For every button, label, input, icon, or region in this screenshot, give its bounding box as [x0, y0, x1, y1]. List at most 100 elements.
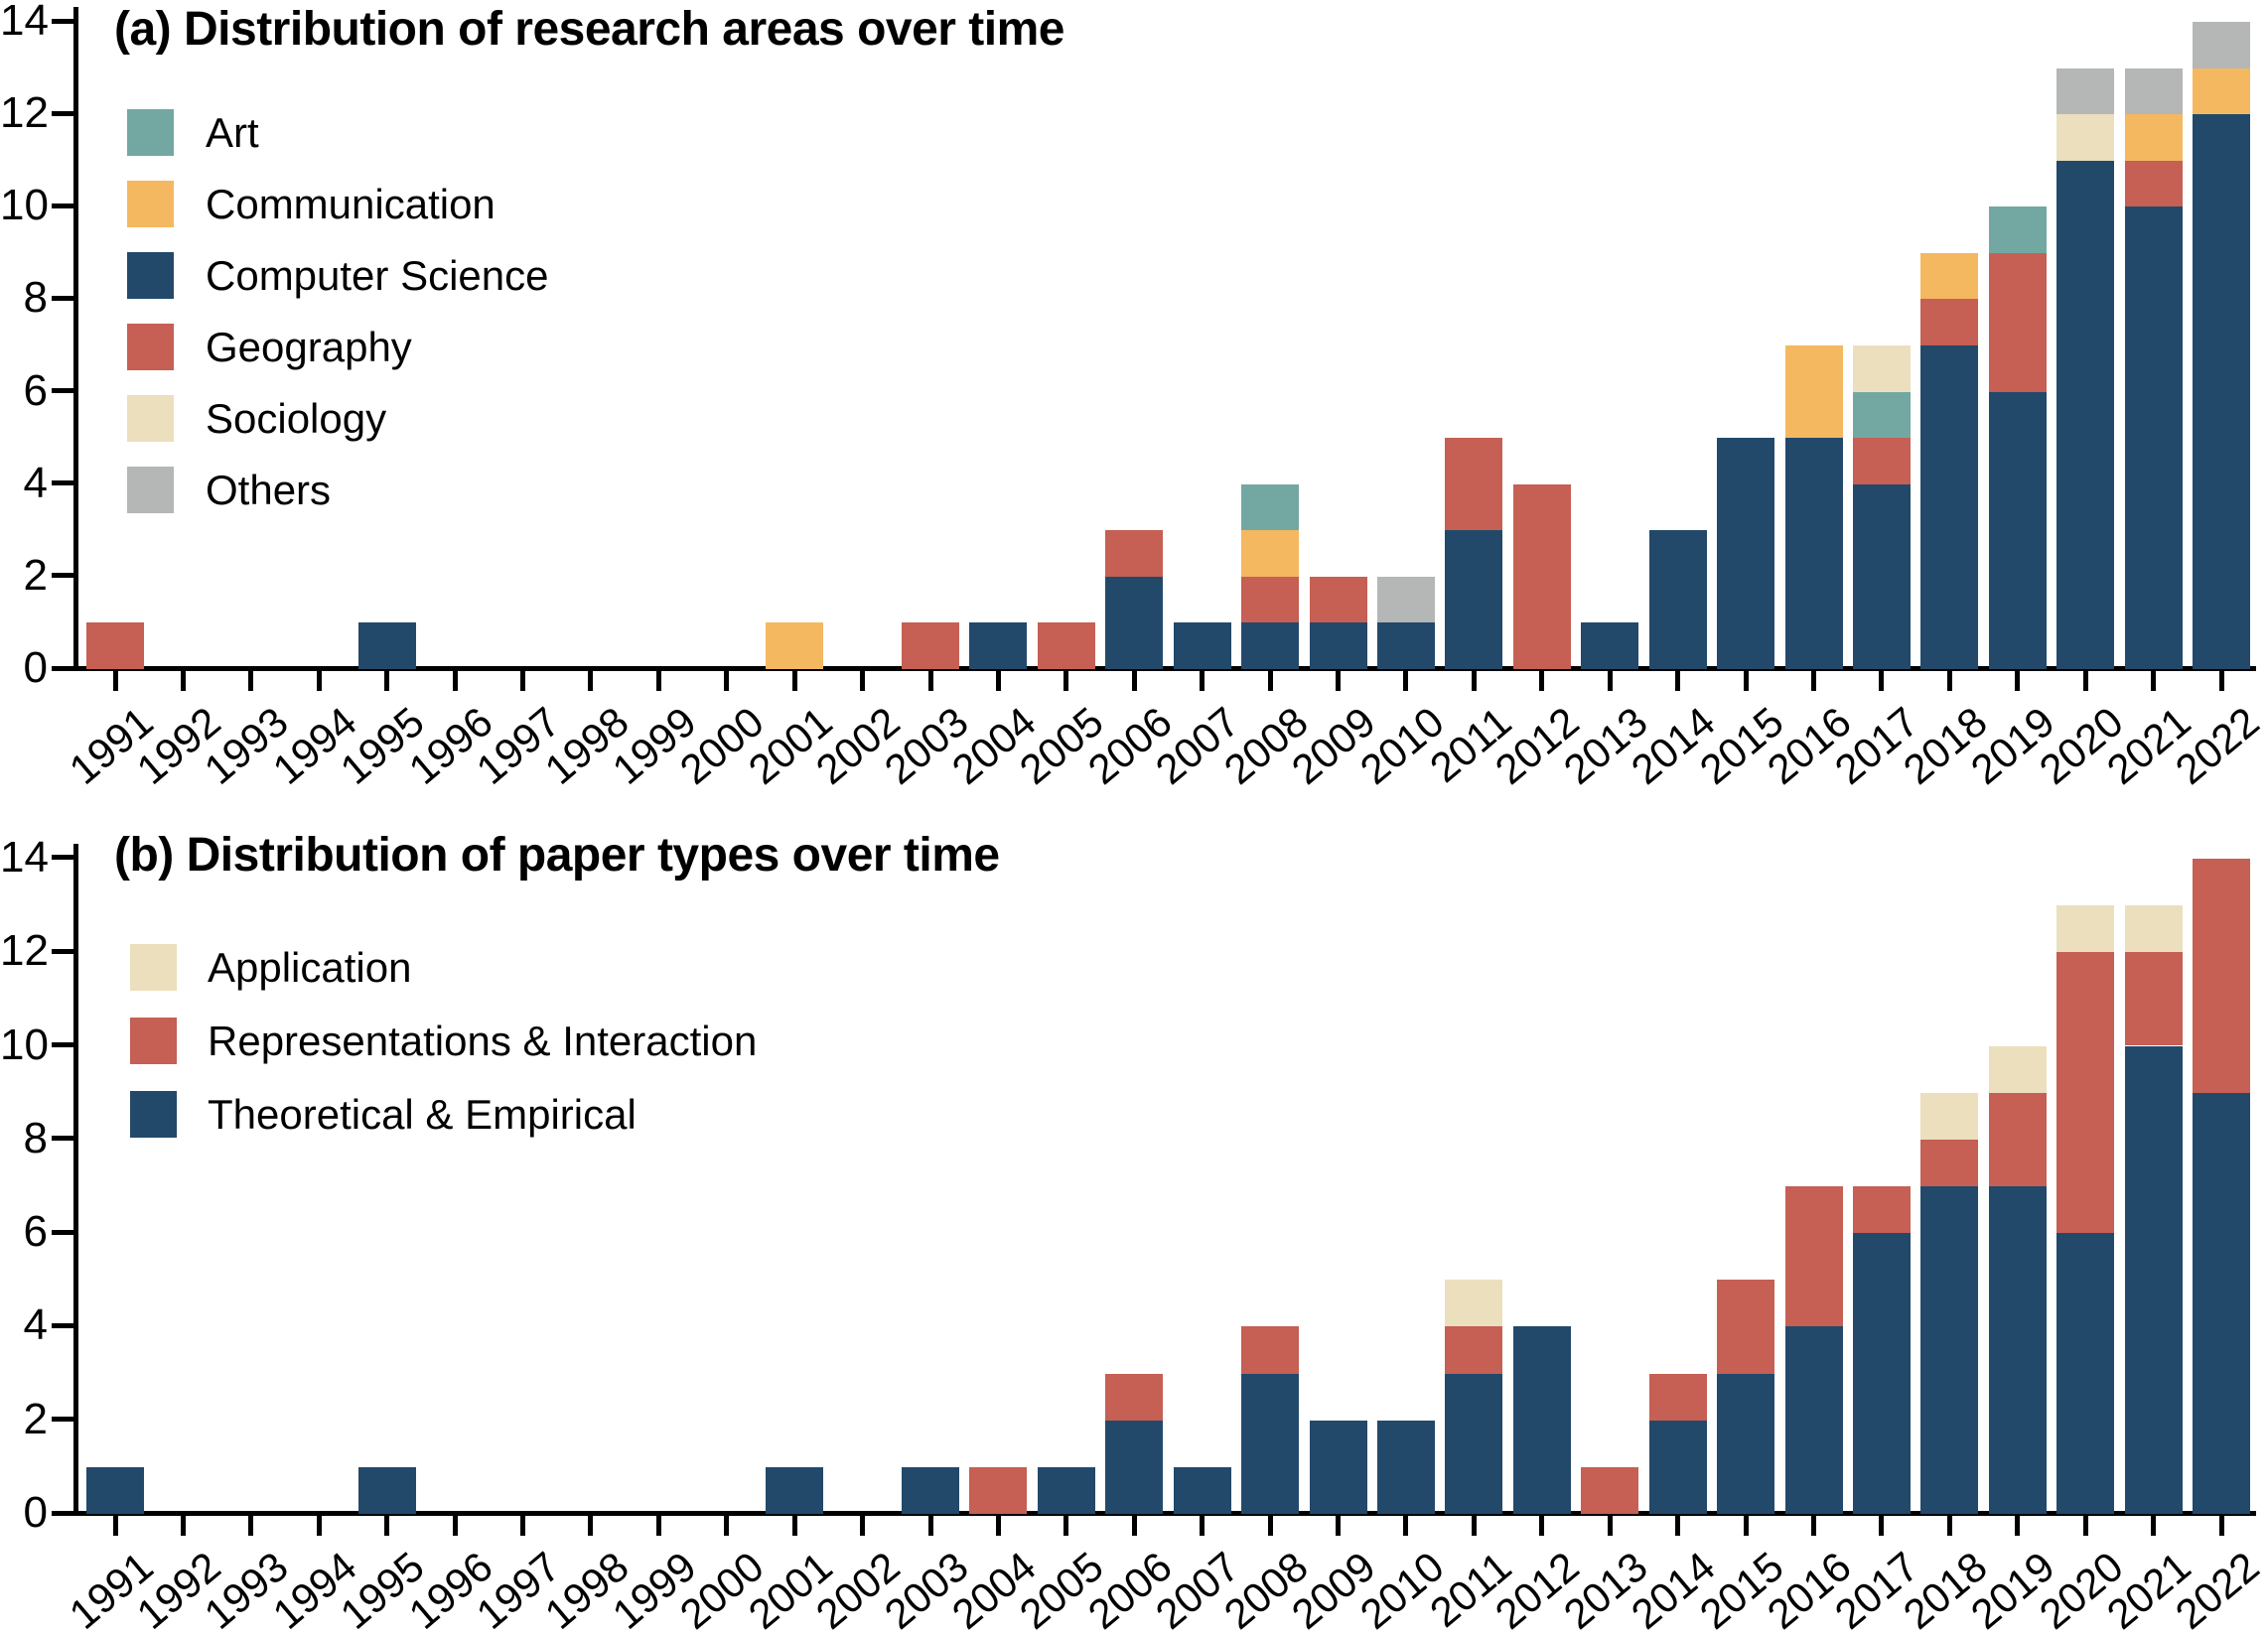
bar-segment-b-2019-application [1988, 1045, 2047, 1093]
bar-segment-b-2018-theoretical-empirical [1920, 1185, 1979, 1514]
x-tick-a [1607, 671, 1613, 691]
legend-swatch-a-communication [127, 181, 174, 227]
x-tick-b [2015, 1516, 2021, 1536]
bar-segment-b-2016-theoretical-empirical [1784, 1326, 1843, 1514]
panel-b-title: (b) Distribution of paper types over tim… [114, 829, 1000, 882]
x-tick-b [452, 1516, 458, 1536]
legend-swatch-b-representations-interaction [130, 1018, 177, 1064]
legend-swatch-a-sociology [127, 395, 174, 442]
legend-label-a-communication: Communication [206, 181, 496, 227]
bar-segment-b-2020-theoretical-empirical [2056, 1233, 2115, 1514]
bar-segment-a-2013-computer-science [1581, 622, 1639, 669]
x-tick-b [1403, 1516, 1409, 1536]
bar-segment-a-2004-computer-science [969, 622, 1028, 669]
bar-segment-b-2017-theoretical-empirical [1852, 1233, 1911, 1514]
x-tick-b [248, 1516, 254, 1536]
y-tick-label-a: 14 [0, 0, 49, 46]
legend-swatch-a-geography [127, 324, 174, 370]
bar-segment-b-2022-theoretical-empirical [2193, 1092, 2251, 1514]
bar-segment-a-2018-geography [1920, 299, 1979, 345]
bar-segment-a-2021-communication [2124, 114, 2183, 161]
y-tick-label-a: 12 [0, 88, 49, 138]
x-tick-a [1063, 671, 1069, 691]
x-tick-a [927, 671, 933, 691]
bar-segment-a-2008-art [1241, 483, 1300, 531]
x-tick-b [995, 1516, 1001, 1536]
x-tick-b [588, 1516, 594, 1536]
legend-label-b-theoretical-empirical: Theoretical & Empirical [208, 1091, 637, 1138]
bar-segment-a-2021-geography [2124, 160, 2183, 207]
y-tick-label-b: 14 [0, 832, 49, 882]
bar-segment-b-2019-representations-interaction [1988, 1092, 2047, 1186]
x-tick-b [1879, 1516, 1885, 1536]
bar-segment-b-2015-theoretical-empirical [1717, 1373, 1775, 1514]
x-tick-a [2218, 671, 2224, 691]
y-tick-label-a: 8 [23, 273, 48, 323]
bar-segment-a-2010-others [1376, 576, 1435, 623]
x-tick-a [1946, 671, 1952, 691]
bar-segment-b-2012-theoretical-empirical [1512, 1326, 1571, 1514]
legend-label-a-geography: Geography [206, 324, 412, 370]
bar-segment-b-2011-representations-interaction [1445, 1326, 1503, 1374]
bar-segment-a-2020-computer-science [2056, 160, 2115, 669]
y-tick-label-b: 12 [0, 926, 49, 976]
legend-swatch-b-theoretical-empirical [130, 1091, 177, 1138]
bar-segment-b-2017-representations-interaction [1852, 1185, 1911, 1234]
y-tick-b [52, 1229, 73, 1235]
x-tick-a [724, 671, 730, 691]
y-tick-label-b: 10 [0, 1020, 49, 1069]
x-tick-a [588, 671, 594, 691]
x-tick-a [520, 671, 526, 691]
bar-segment-a-2009-computer-science [1309, 622, 1367, 669]
x-tick-a [1131, 671, 1137, 691]
y-axis-line-b [73, 843, 78, 1516]
x-tick-b [655, 1516, 661, 1536]
x-tick-b [2151, 1516, 2157, 1536]
x-tick-a [1267, 671, 1273, 691]
bar-segment-a-2020-others [2056, 68, 2115, 115]
bar-segment-a-2006-computer-science [1105, 576, 1164, 669]
bar-segment-b-2003-theoretical-empirical [902, 1466, 960, 1514]
legend-label-a-sociology: Sociology [206, 395, 387, 442]
bar-segment-b-2021-representations-interaction [2124, 952, 2183, 1046]
bar-segment-b-2016-representations-interaction [1784, 1185, 1843, 1327]
x-tick-a [316, 671, 322, 691]
bar-segment-a-1991-geography [86, 622, 144, 669]
bar-segment-b-2006-theoretical-empirical [1105, 1420, 1164, 1514]
bar-segment-b-2014-representations-interaction [1648, 1373, 1707, 1421]
x-tick-b [724, 1516, 730, 1536]
x-tick-a [1743, 671, 1749, 691]
x-tick-b [1200, 1516, 1205, 1536]
legend-label-b-application: Application [208, 944, 412, 991]
bar-segment-b-2004-representations-interaction [969, 1466, 1028, 1514]
bar-segment-b-2007-theoretical-empirical [1173, 1466, 1231, 1514]
x-tick-b [180, 1516, 186, 1536]
x-tick-a [655, 671, 661, 691]
x-tick-a [2082, 671, 2088, 691]
x-tick-b [2218, 1516, 2224, 1536]
y-tick-b [52, 855, 73, 861]
bar-segment-b-2011-theoretical-empirical [1445, 1373, 1503, 1514]
bar-segment-a-2003-geography [902, 622, 960, 669]
bar-segment-b-1995-theoretical-empirical [357, 1466, 416, 1514]
bar-segment-b-2005-theoretical-empirical [1037, 1466, 1095, 1514]
bar-segment-a-2015-computer-science [1717, 438, 1775, 669]
panel-a-title: (a) Distribution of research areas over … [114, 3, 1064, 56]
bar-segment-a-2008-computer-science [1241, 622, 1300, 669]
y-axis-line-a [73, 7, 78, 671]
x-tick-b [1539, 1516, 1545, 1536]
x-tick-b [1607, 1516, 1613, 1536]
y-tick-a [52, 295, 73, 301]
bar-segment-a-2011-computer-science [1445, 530, 1503, 669]
bar-segment-a-2007-computer-science [1173, 622, 1231, 669]
y-tick-label-b: 6 [23, 1207, 48, 1257]
x-tick-a [791, 671, 797, 691]
bar-segment-b-2021-theoretical-empirical [2124, 1045, 2183, 1514]
y-tick-label-b: 8 [23, 1113, 48, 1162]
x-tick-b [520, 1516, 526, 1536]
x-tick-b [1675, 1516, 1681, 1536]
legend-swatch-b-application [130, 944, 177, 991]
x-axis-line-a [73, 666, 2256, 671]
bar-segment-b-2006-representations-interaction [1105, 1373, 1164, 1421]
x-tick-b [1811, 1516, 1816, 1536]
